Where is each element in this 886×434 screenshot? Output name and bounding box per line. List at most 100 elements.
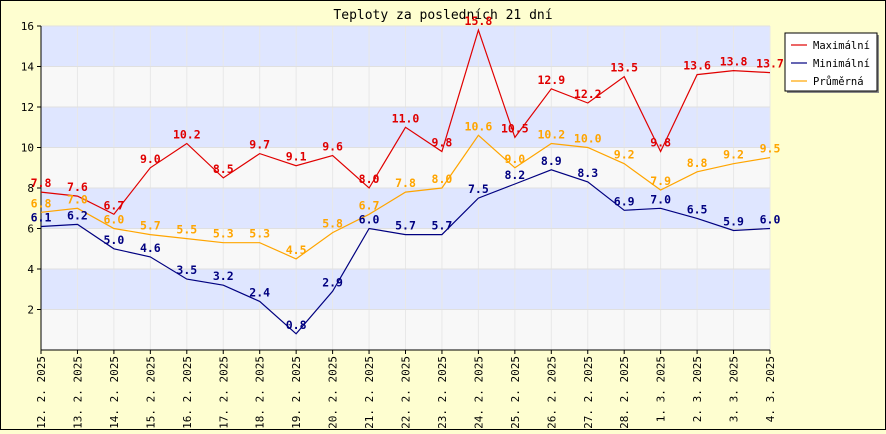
data-label: 8.9 <box>541 154 562 168</box>
data-label: 3.2 <box>213 269 234 283</box>
data-label: 7.5 <box>468 182 489 196</box>
data-label: 7.0 <box>650 192 671 206</box>
data-label: 8.3 <box>577 166 598 180</box>
data-label: 6.1 <box>31 210 52 224</box>
x-tick-label: 28. 2. 2025 <box>618 356 631 429</box>
data-label: 7.9 <box>650 174 671 188</box>
data-label: 7.8 <box>395 176 416 190</box>
data-label: 6.0 <box>104 213 125 227</box>
y-tick-label: 4 <box>27 263 34 276</box>
data-label: 9.2 <box>614 148 635 162</box>
x-tick-label: 25. 2. 2025 <box>509 356 522 429</box>
data-label: 8.0 <box>432 172 453 186</box>
series-line-avg <box>40 134 771 260</box>
series-line-min <box>40 169 771 335</box>
series-line-max <box>40 28 771 216</box>
x-tick-label: 24. 2. 2025 <box>472 356 485 429</box>
data-label: 0.8 <box>286 318 307 332</box>
data-label: 5.7 <box>395 219 416 233</box>
data-label: 4.5 <box>286 243 307 257</box>
legend-label: Průměrná <box>813 76 864 88</box>
data-label: 8.0 <box>359 172 380 186</box>
y-tick-label: 10 <box>21 142 34 155</box>
data-label: 12.9 <box>537 73 565 87</box>
data-label: 13.5 <box>610 61 638 75</box>
plot-area: 2 4 6 8 10 12 14 16 12. 2. 2025 13. 2. 2025 14. 2.… <box>21 14 784 429</box>
data-label: 9.2 <box>723 148 744 162</box>
data-label: 10.6 <box>465 119 493 133</box>
data-label: 10.5 <box>501 121 529 135</box>
data-label: 11.0 <box>392 111 420 125</box>
data-label: 6.0 <box>760 213 781 227</box>
data-label: 8.2 <box>504 168 525 182</box>
data-label: 8.5 <box>213 162 234 176</box>
y-tick-label: 12 <box>21 101 34 114</box>
y-tick-label: 8 <box>27 182 34 195</box>
data-label: 13.6 <box>683 59 711 73</box>
data-label: 13.8 <box>720 55 748 69</box>
data-label: 6.5 <box>687 202 708 216</box>
x-tick-label: 23. 2. 2025 <box>436 356 449 429</box>
data-label: 6.9 <box>614 194 635 208</box>
x-tick-label: 15. 2. 2025 <box>144 356 157 429</box>
legend-label: Minimální <box>813 58 870 70</box>
data-label: 5.5 <box>176 223 197 237</box>
data-label: 5.9 <box>723 215 744 229</box>
x-tick-label: 19. 2. 2025 <box>290 356 303 429</box>
x-tick-label: 2. 3. 2025 <box>691 356 704 422</box>
data-label: 10.2 <box>537 127 565 141</box>
data-label: 9.8 <box>432 136 453 150</box>
x-tick-label: 27. 2. 2025 <box>582 356 595 429</box>
y-tick-label: 16 <box>21 20 34 33</box>
x-tick-label: 18. 2. 2025 <box>254 356 267 429</box>
y-tick-label: 14 <box>21 61 35 74</box>
data-label: 5.7 <box>432 219 453 233</box>
legend: Maximální Minimální Průměrná <box>784 32 879 93</box>
x-tick-label: 26. 2. 2025 <box>545 356 558 429</box>
data-label: 13.7 <box>756 57 784 71</box>
data-label: 8.8 <box>687 156 708 170</box>
data-label: 3.5 <box>176 263 197 277</box>
data-label: 6.7 <box>104 198 125 212</box>
data-label: 6.0 <box>359 213 380 227</box>
x-tick-label: 13. 2. 2025 <box>71 356 84 429</box>
y-tick-label: 2 <box>27 304 34 317</box>
data-label: 6.2 <box>67 208 88 222</box>
data-label: 5.3 <box>213 227 234 241</box>
x-tick-label: 12. 2. 2025 <box>35 356 48 429</box>
data-label: 10.0 <box>574 132 602 146</box>
y-tick-label: 6 <box>27 223 34 236</box>
data-label: 5.3 <box>249 227 270 241</box>
data-label: 9.0 <box>140 152 161 166</box>
data-label: 7.8 <box>31 176 52 190</box>
data-label: 10.2 <box>173 127 201 141</box>
data-label: 7.0 <box>67 192 88 206</box>
data-label: 9.8 <box>650 136 671 150</box>
data-label: 9.5 <box>760 142 781 156</box>
data-label: 7.6 <box>67 180 88 194</box>
data-label: 6.7 <box>359 198 380 212</box>
x-tick-label: 22. 2. 2025 <box>400 356 413 429</box>
chart-title: Teploty za posledních 21 dní <box>333 8 552 23</box>
legend-label: Maximální <box>813 40 870 52</box>
data-label: 6.8 <box>31 196 52 210</box>
data-label: 9.0 <box>504 152 525 166</box>
data-label: 15.8 <box>465 14 493 28</box>
data-label: 4.6 <box>140 241 161 255</box>
x-tick-label: 17. 2. 2025 <box>217 356 230 429</box>
x-tick-label: 16. 2. 2025 <box>181 356 194 429</box>
data-label: 5.8 <box>322 217 343 231</box>
x-tick-label: 4. 3. 2025 <box>764 356 777 422</box>
x-tick-label: 21. 2. 2025 <box>363 356 376 429</box>
data-label: 9.1 <box>286 150 307 164</box>
x-tick-label: 3. 3. 2025 <box>728 356 741 422</box>
x-tick-label: 20. 2. 2025 <box>327 356 340 429</box>
data-label: 2.9 <box>322 275 343 289</box>
data-label: 9.6 <box>322 140 343 154</box>
data-label: 2.4 <box>249 285 270 299</box>
data-label: 5.7 <box>140 219 161 233</box>
x-tick-label: 14. 2. 2025 <box>108 356 121 429</box>
data-label: 5.0 <box>104 233 125 247</box>
